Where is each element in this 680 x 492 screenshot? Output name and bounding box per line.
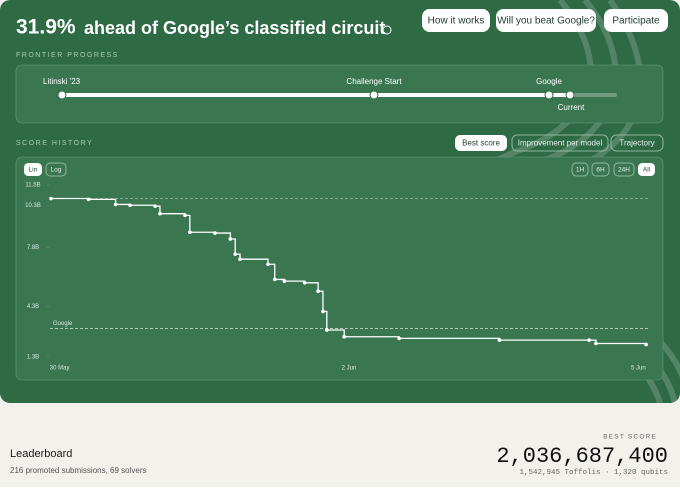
button-label: How it works	[428, 16, 485, 27]
y-tick-label: 10.3B	[25, 203, 41, 209]
button-label: Log	[51, 167, 62, 174]
button-bg	[610, 134, 664, 152]
score-point	[272, 277, 277, 282]
button-label: Will you beat Google?	[497, 16, 595, 27]
button-bg	[511, 134, 609, 152]
button-bg	[613, 162, 635, 177]
milestone	[369, 90, 379, 100]
button-label: All	[643, 167, 651, 174]
y-tick-label: 7.8B	[27, 245, 39, 251]
x-tick-label: 5 Jun	[631, 366, 646, 372]
button-bg	[638, 163, 655, 176]
leaderboard-title: Leaderboard	[10, 448, 72, 460]
score-point	[497, 338, 502, 342]
button[interactable]: 6H	[591, 162, 610, 177]
leaderboard-subtitle: 216 promoted submissions, 69 solvers	[10, 466, 147, 475]
button[interactable]: Best score	[455, 135, 507, 151]
button[interactable]: 24H	[613, 162, 635, 177]
button[interactable]: Trajectory	[610, 134, 664, 152]
score-point	[183, 213, 187, 218]
best-value: 2,036,687,400	[496, 444, 668, 469]
score-point	[153, 204, 157, 208]
milestone	[57, 90, 67, 100]
score-point	[594, 341, 598, 346]
milestone	[544, 90, 554, 100]
score-point	[233, 252, 237, 256]
button-bg	[591, 162, 610, 177]
milestone-label: Current	[558, 103, 585, 112]
frontier-label: FRONTIER PROGRESS	[16, 52, 119, 59]
milestone-label: Litinski '23	[43, 77, 81, 86]
y-tick-label: 1.3B	[27, 355, 39, 361]
button-label: Lin	[29, 167, 38, 174]
chart-panel	[15, 156, 664, 381]
score-point	[325, 328, 329, 332]
button-label: Best score	[462, 139, 500, 148]
button-label: Trajectory	[619, 139, 654, 148]
score-point	[49, 196, 53, 201]
x-tick-label: 30 May	[50, 366, 70, 372]
title-highlight: 31.9%	[16, 16, 76, 39]
button[interactable]: Improvement per model	[511, 134, 609, 152]
best-detail: 1,542,945 Toffolis · 1,320 qubits	[519, 469, 668, 477]
button[interactable]: 1H	[571, 162, 589, 177]
score-point	[113, 202, 118, 207]
button-bg	[45, 162, 67, 177]
score-point	[86, 197, 91, 202]
button[interactable]: All	[638, 163, 655, 176]
score-point	[238, 257, 242, 262]
score-point	[302, 280, 307, 285]
score-point	[397, 336, 401, 341]
info-icon[interactable]	[382, 25, 392, 35]
button[interactable]: Lin	[24, 163, 42, 176]
score-point	[316, 289, 320, 294]
button[interactable]: Will you beat Google?	[496, 9, 596, 32]
score-point	[213, 231, 217, 235]
button-bg	[496, 9, 596, 32]
score-point	[644, 342, 648, 347]
button-bg	[604, 9, 668, 32]
button-bg	[455, 135, 507, 151]
progress-fill	[62, 93, 570, 97]
chart-title: SCORE HISTORY	[16, 140, 93, 147]
y-tick-label: 4.3B	[27, 304, 39, 310]
button-label: Improvement per model	[518, 139, 603, 148]
button[interactable]: How it works	[422, 9, 490, 32]
y-tick-label: 11.5B	[25, 183, 40, 189]
milestone	[565, 90, 575, 100]
score-point	[587, 338, 591, 342]
milestone-label: Challenge Start	[346, 77, 402, 86]
score-point	[158, 211, 162, 216]
button-bg	[24, 163, 42, 176]
score-point	[188, 230, 192, 235]
button-label: Participate	[612, 16, 660, 27]
milestone-label: Google	[536, 77, 562, 86]
score-point	[128, 203, 132, 208]
button-label: 1H	[576, 167, 585, 174]
button[interactable]: Participate	[604, 9, 668, 32]
score-point	[282, 279, 287, 283]
x-tick-label: 2 Jun	[342, 366, 357, 372]
score-point	[228, 237, 233, 241]
button-label: 6H	[596, 167, 605, 174]
title: ahead of Google’s classified circuit	[84, 18, 385, 38]
button[interactable]: Log	[45, 162, 67, 177]
reference-label: Google	[53, 321, 73, 327]
best-label: BEST SCORE	[603, 434, 657, 441]
button-bg	[571, 162, 589, 177]
button-label: 24H	[618, 167, 630, 174]
score-point	[321, 309, 325, 314]
button-bg	[422, 9, 490, 32]
score-point	[342, 334, 346, 339]
score-point	[266, 262, 270, 267]
